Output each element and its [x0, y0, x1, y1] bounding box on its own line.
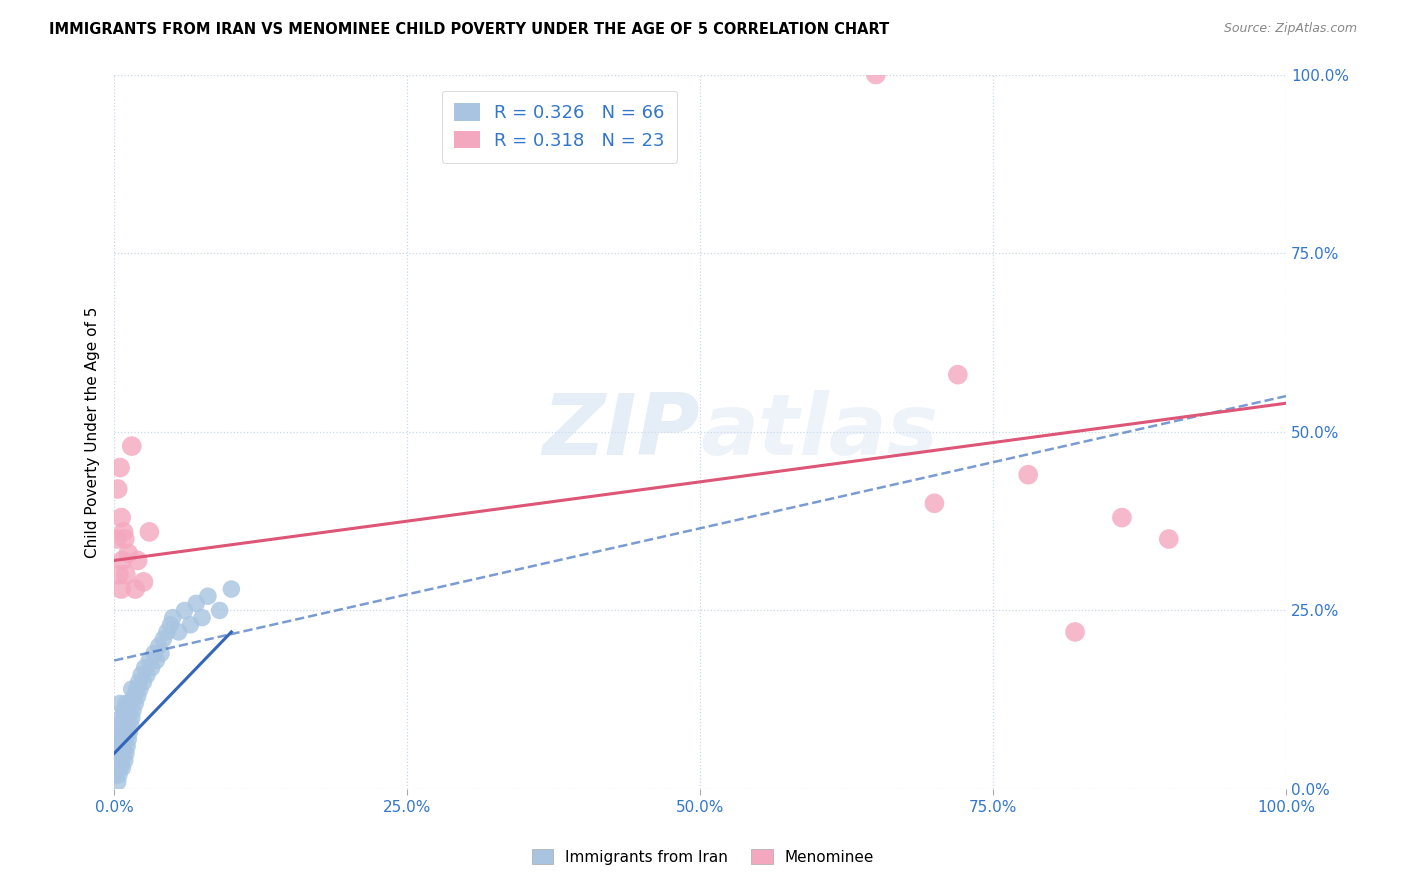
Point: [122, 690, 145, 704]
Text: IMMIGRANTS FROM IRAN VS MENOMINEE CHILD POVERTY UNDER THE AGE OF 5 CORRELATION C: IMMIGRANTS FROM IRAN VS MENOMINEE CHILD …: [49, 22, 890, 37]
Point: [1111, 510, 1133, 524]
Point: [110, 732, 132, 747]
Point: [107, 482, 129, 496]
Point: [134, 660, 156, 674]
Point: [105, 747, 128, 761]
Point: [127, 553, 149, 567]
Point: [152, 632, 174, 646]
Point: [110, 754, 132, 768]
Point: [129, 682, 152, 697]
Point: [104, 768, 127, 782]
Legend: R = 0.326   N = 66, R = 0.318   N = 23: R = 0.326 N = 66, R = 0.318 N = 23: [441, 91, 678, 162]
Point: [118, 725, 141, 739]
Point: [115, 739, 138, 754]
Point: [114, 532, 136, 546]
Text: ZIP: ZIP: [543, 391, 700, 474]
Point: [924, 496, 946, 510]
Point: [128, 675, 150, 690]
Point: [108, 739, 131, 754]
Point: [107, 754, 129, 768]
Point: [108, 718, 131, 732]
Point: [129, 668, 152, 682]
Point: [1017, 467, 1039, 482]
Point: [159, 617, 181, 632]
Point: [114, 711, 136, 725]
Point: [107, 775, 129, 789]
Point: [156, 624, 179, 639]
Point: [1157, 532, 1180, 546]
Point: [117, 732, 139, 747]
Point: [865, 68, 887, 82]
Point: [125, 682, 148, 697]
Point: [115, 711, 138, 725]
Legend: Immigrants from Iran, Menominee: Immigrants from Iran, Menominee: [526, 843, 880, 871]
Point: [121, 711, 143, 725]
Point: [124, 582, 146, 596]
Point: [121, 682, 143, 697]
Point: [221, 582, 243, 596]
Point: [138, 524, 160, 539]
Point: [179, 617, 201, 632]
Point: [114, 754, 136, 768]
Point: [114, 732, 136, 747]
Point: [112, 704, 135, 718]
Point: [111, 553, 134, 567]
Point: [111, 718, 134, 732]
Point: [121, 439, 143, 453]
Point: [197, 589, 219, 603]
Point: [143, 646, 166, 660]
Point: [110, 510, 132, 524]
Point: [112, 747, 135, 761]
Point: [148, 639, 170, 653]
Point: [118, 697, 141, 711]
Point: [132, 675, 155, 690]
Point: [107, 732, 129, 747]
Point: [111, 739, 134, 754]
Point: [167, 624, 190, 639]
Point: [120, 718, 142, 732]
Point: [110, 711, 132, 725]
Point: [112, 725, 135, 739]
Point: [108, 460, 131, 475]
Point: [138, 653, 160, 667]
Point: [141, 660, 163, 674]
Text: atlas: atlas: [700, 391, 938, 474]
Point: [117, 704, 139, 718]
Point: [115, 747, 138, 761]
Text: Source: ZipAtlas.com: Source: ZipAtlas.com: [1223, 22, 1357, 36]
Point: [105, 761, 128, 775]
Point: [112, 524, 135, 539]
Point: [115, 567, 138, 582]
Point: [108, 567, 131, 582]
Point: [136, 668, 159, 682]
Point: [127, 690, 149, 704]
Point: [173, 603, 195, 617]
Point: [108, 761, 131, 775]
Point: [105, 532, 128, 546]
Point: [108, 697, 131, 711]
Point: [110, 582, 132, 596]
Point: [115, 725, 138, 739]
Point: [108, 725, 131, 739]
Point: [108, 747, 131, 761]
Point: [132, 574, 155, 589]
Point: [117, 546, 139, 560]
Point: [1064, 624, 1087, 639]
Point: [145, 653, 167, 667]
Point: [191, 610, 214, 624]
Y-axis label: Child Poverty Under the Age of 5: Child Poverty Under the Age of 5: [86, 306, 100, 558]
Point: [115, 697, 138, 711]
Point: [122, 704, 145, 718]
Point: [124, 697, 146, 711]
Point: [946, 368, 969, 382]
Point: [208, 603, 231, 617]
Point: [111, 761, 134, 775]
Point: [186, 596, 208, 610]
Point: [162, 610, 184, 624]
Point: [108, 768, 131, 782]
Point: [150, 646, 173, 660]
